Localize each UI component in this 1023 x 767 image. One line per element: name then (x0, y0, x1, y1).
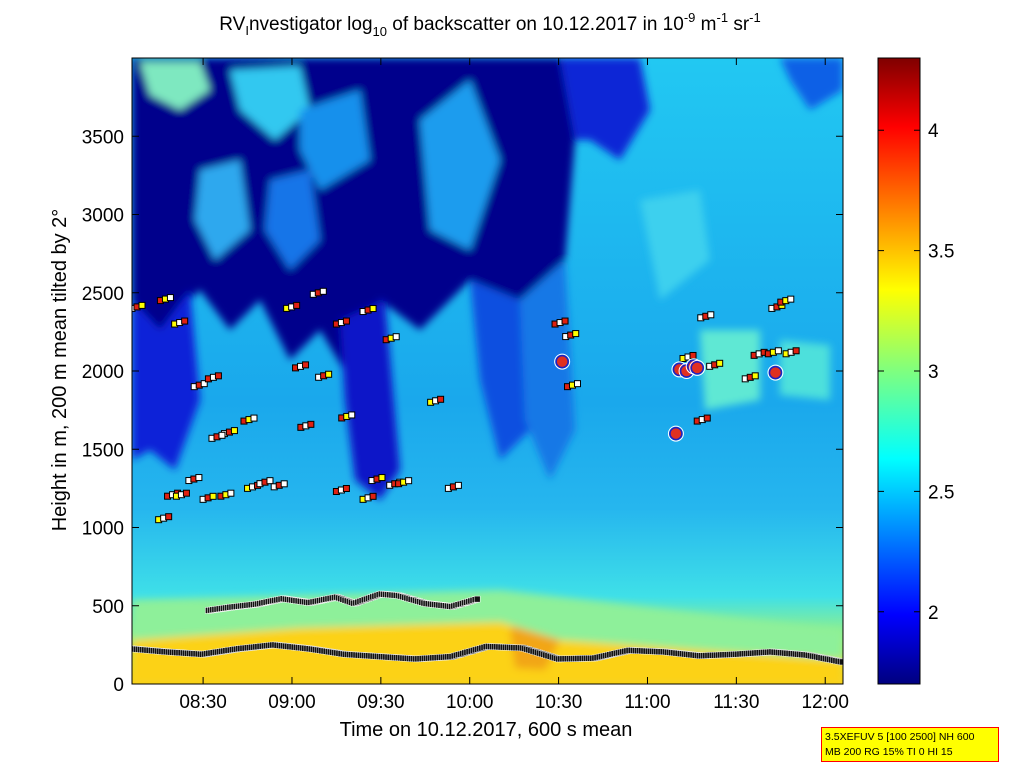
upper-layer-point (342, 485, 350, 493)
colorbar-tick-label: 4 (928, 121, 939, 142)
upper-layer-point (165, 513, 173, 521)
layer-markers (132, 287, 843, 666)
upper-layer-point (716, 359, 724, 367)
x-tick-label: 11:00 (624, 692, 670, 713)
x-axis-label: Time on 10.12.2017, 600 s mean (340, 719, 633, 741)
upper-layer-point (792, 347, 800, 355)
lowest-layer-point (839, 658, 843, 666)
upper-layer-point (707, 311, 715, 319)
upper-layer-point (266, 477, 274, 485)
upper-layer-point (319, 287, 327, 295)
upper-layer-point (280, 480, 288, 488)
upper-layer-point (218, 431, 226, 439)
upper-layer-point (250, 414, 258, 422)
chart-title: RVInvestigator log10 of backscatter on 1… (219, 10, 760, 39)
upper-layer-point (342, 317, 350, 325)
y-tick-label: 0 (113, 675, 124, 696)
y-tick-label: 500 (92, 597, 124, 618)
cloud-base-point (669, 426, 683, 441)
y-tick-label: 1000 (82, 519, 124, 540)
colorbar-tick-label: 2.5 (928, 482, 954, 503)
x-tick-label: 12:00 (801, 692, 849, 713)
upper-layer-point (561, 317, 569, 325)
y-axis-label: Height in m, 200 m mean tilted by 2° (49, 209, 71, 532)
colorbar (877, 57, 921, 685)
upper-layer-point (166, 294, 174, 302)
y-tick-label: 1500 (82, 440, 124, 461)
upper-layer-point (751, 372, 759, 380)
info-line-1: 3.5XEFUV 5 [100 2500] NH 600 (825, 731, 975, 743)
y-axis: 0 500 1000 1500 2000 2500 3000 3500 (82, 127, 843, 696)
upper-layer-point (302, 361, 310, 369)
upper-layer-point (227, 489, 235, 497)
upper-layer-point (348, 411, 356, 419)
upper-layer-point (195, 474, 203, 482)
second-layer-point (473, 595, 481, 603)
upper-layer-point (392, 333, 400, 341)
x-tick-label: 10:00 (446, 692, 494, 713)
x-tick-label: 08:30 (179, 692, 227, 713)
cloud-base-ring (767, 364, 784, 381)
upper-layer-point (405, 477, 413, 485)
x-tick-label: 11:30 (713, 692, 759, 713)
upper-layer-point (307, 420, 315, 428)
upper-layer-point (369, 305, 377, 313)
upper-layer-point (703, 414, 711, 422)
upper-layer-point (369, 492, 377, 500)
upper-layer-point (787, 295, 795, 303)
y-tick-label: 3000 (82, 206, 124, 227)
upper-layer-point (230, 427, 238, 435)
cloud-base-ring (689, 359, 706, 376)
y-tick-label: 2500 (82, 284, 124, 305)
y-tick-label: 3500 (82, 127, 124, 148)
upper-layer-point (573, 380, 581, 388)
upper-layer-point (138, 301, 146, 309)
cloud-base-point (555, 354, 569, 369)
colorbar-tick-label: 3 (928, 362, 939, 383)
x-axis: 08:30 09:00 09:30 10:00 10:30 11:00 11:30 12:00 (179, 58, 849, 713)
y-tick-label: 2000 (82, 362, 124, 383)
upper-layer-point (209, 492, 217, 500)
upper-layer-point (437, 395, 445, 403)
upper-layer-point (689, 351, 697, 359)
cloud-base-ring (554, 353, 571, 370)
colorbar-tick-label: 2 (928, 603, 939, 624)
x-tick-label: 09:30 (357, 692, 405, 713)
processing-info-box: 3.5XEFUV 5 [100 2500] NH 600 MB 200 RG 1… (821, 727, 999, 762)
upper-layer-point (774, 347, 782, 355)
colorbar-tick-label: 3.5 (928, 242, 954, 263)
upper-layer-point (214, 372, 222, 380)
info-line-2: MB 200 RG 15% TI 0 HI 15 (825, 746, 953, 758)
cloud-base-point (768, 365, 783, 380)
upper-layer-point (378, 474, 386, 482)
colorbar-axis: 2 2.5 3 3.5 4 (878, 121, 954, 624)
cloud-base-ring (667, 425, 684, 442)
upper-layer-point (454, 481, 462, 489)
cloud-base-point (690, 361, 704, 375)
upper-layer-point (293, 301, 301, 309)
upper-layer-point (572, 330, 580, 338)
backscatter-heatmap (132, 58, 843, 684)
x-tick-label: 10:30 (535, 692, 583, 713)
upper-layer-point (182, 489, 190, 497)
upper-layer-point (181, 317, 189, 325)
upper-layer-point (200, 380, 208, 388)
x-tick-label: 09:00 (268, 692, 316, 713)
upper-layer-point (325, 370, 333, 378)
